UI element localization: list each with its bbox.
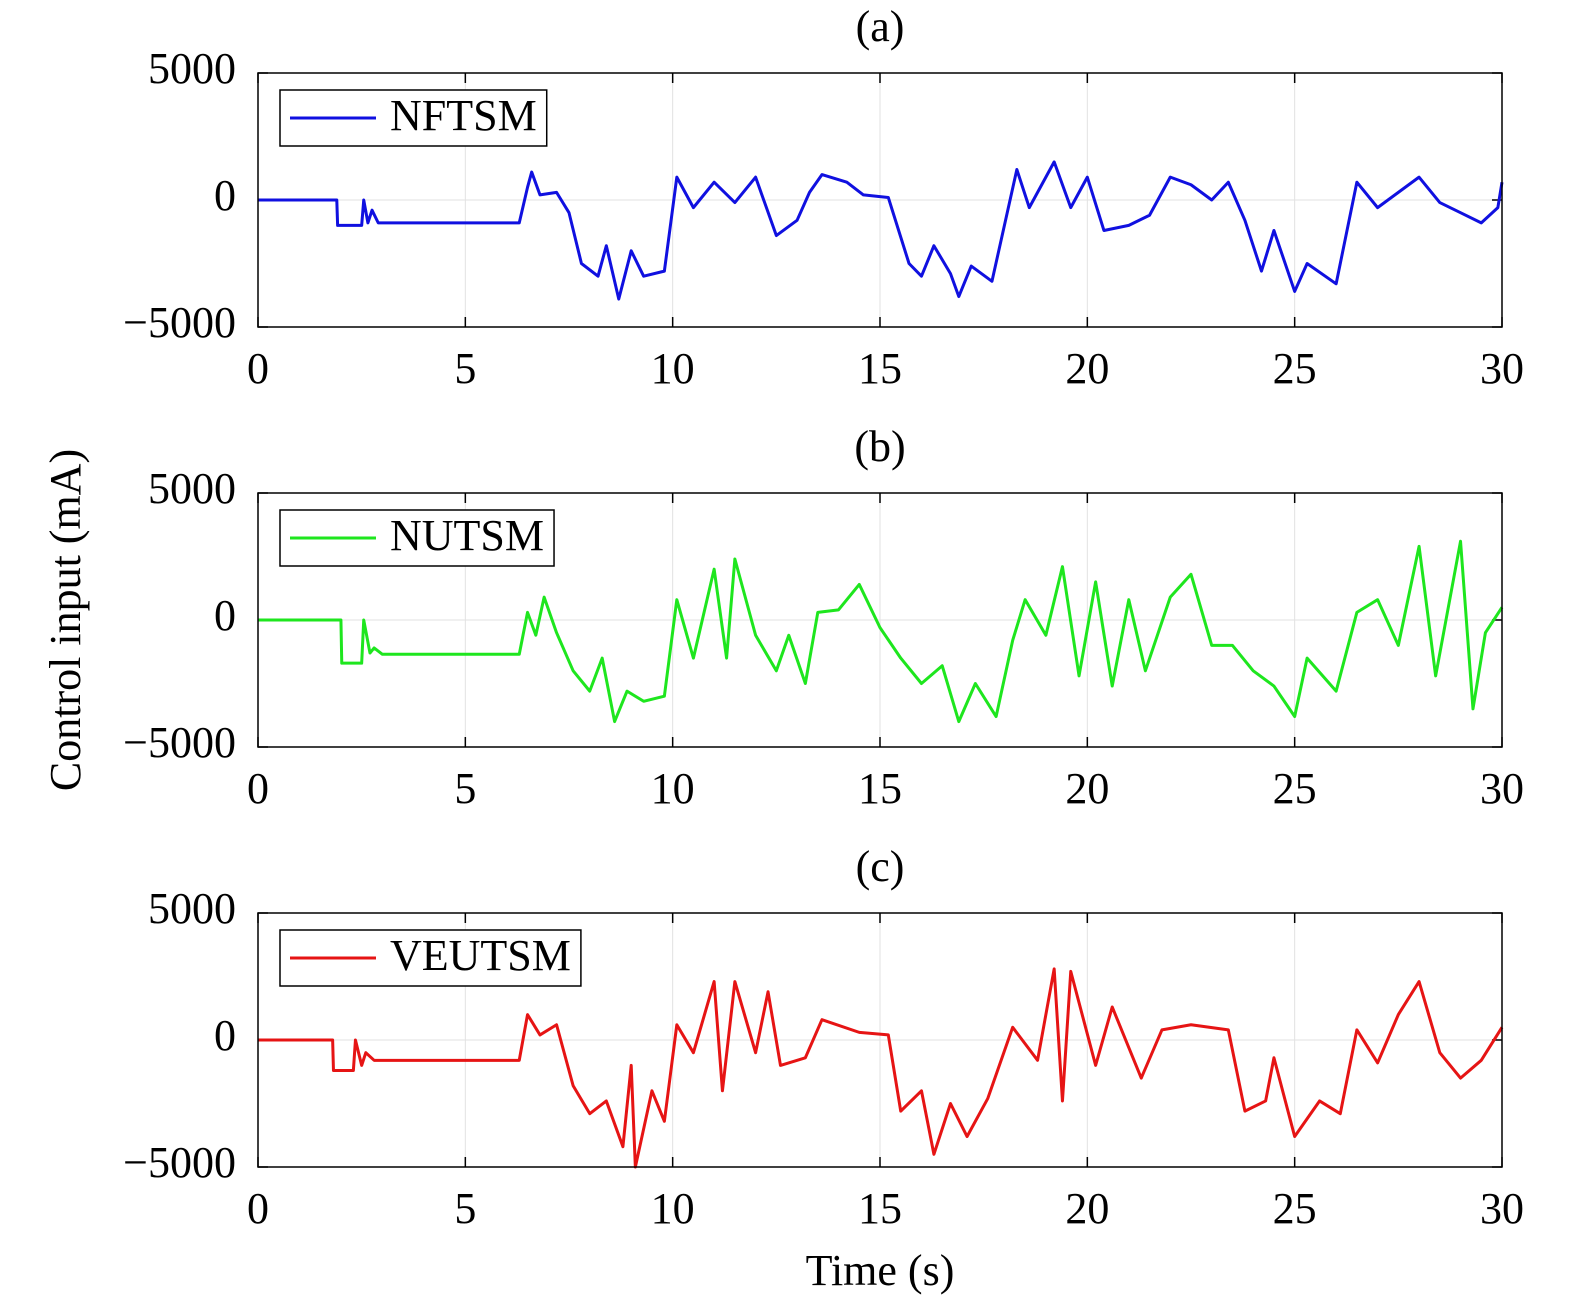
- data-line: [258, 160, 1504, 301]
- x-tick-label: 0: [247, 1184, 269, 1233]
- y-axis-label: Control input (mA): [41, 449, 90, 791]
- y-tick-label: −5000: [123, 718, 236, 767]
- legend-label: NUTSM: [390, 511, 544, 560]
- subplot-title: (b): [854, 422, 905, 471]
- x-tick-label: 10: [651, 1184, 695, 1233]
- x-tick-label: 25: [1273, 764, 1317, 813]
- legend: NFTSM: [279, 89, 548, 147]
- y-tick-label: 5000: [148, 44, 236, 93]
- x-tick-label: 30: [1480, 764, 1524, 813]
- axes-frame: [257, 492, 1503, 748]
- legend-label: VEUTSM: [390, 931, 571, 980]
- x-tick-label: 15: [858, 1184, 902, 1233]
- x-tick-label: 30: [1480, 1184, 1524, 1233]
- x-tick-label: 30: [1480, 344, 1524, 393]
- x-tick-label: 5: [454, 344, 476, 393]
- y-tick-label: 0: [214, 591, 236, 640]
- x-tick-label: 25: [1273, 1184, 1317, 1233]
- x-tick-label: 5: [454, 764, 476, 813]
- axes-frame: [257, 72, 1503, 328]
- data-line: [258, 967, 1504, 1169]
- y-tick-label: −5000: [123, 298, 236, 347]
- y-tick-label: 5000: [148, 464, 236, 513]
- x-tick-label: 15: [858, 764, 902, 813]
- x-tick-label: 15: [858, 344, 902, 393]
- y-tick-label: 5000: [148, 884, 236, 933]
- x-tick-label: 0: [247, 764, 269, 813]
- axes-frame: [257, 912, 1503, 1168]
- subplot-title: (a): [856, 2, 905, 51]
- legend: NUTSM: [279, 509, 555, 567]
- x-tick-label: 0: [247, 344, 269, 393]
- subplot-title: (c): [856, 842, 905, 891]
- y-tick-label: 0: [214, 171, 236, 220]
- x-tick-label: 5: [454, 1184, 476, 1233]
- x-tick-label: 10: [651, 344, 695, 393]
- x-axis-label: Time (s): [806, 1246, 955, 1295]
- y-tick-label: −5000: [123, 1138, 236, 1187]
- legend: VEUTSM: [279, 929, 582, 987]
- data-line: [258, 539, 1504, 724]
- x-tick-label: 25: [1273, 344, 1317, 393]
- x-tick-label: 20: [1065, 1184, 1109, 1233]
- legend-label: NFTSM: [390, 91, 537, 140]
- x-tick-label: 20: [1065, 344, 1109, 393]
- y-tick-label: 0: [214, 1011, 236, 1060]
- x-tick-label: 20: [1065, 764, 1109, 813]
- x-tick-label: 10: [651, 764, 695, 813]
